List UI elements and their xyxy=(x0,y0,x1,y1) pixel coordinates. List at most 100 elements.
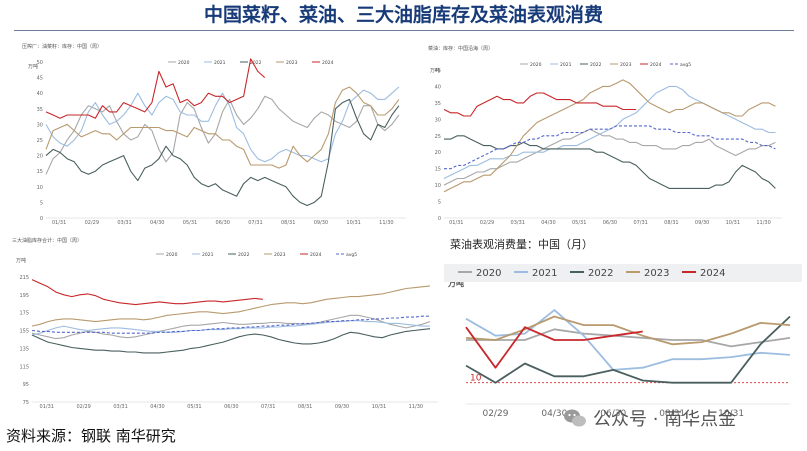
x-tick-label: 03/31 xyxy=(511,220,525,226)
x-tick-label: 08/31 xyxy=(298,404,312,410)
y-tick-label: 35 xyxy=(37,107,43,113)
legend-label-2021: 2021 xyxy=(214,60,226,66)
legend-label-2020: 2020 xyxy=(178,60,190,66)
legend-label-2020: 2020 xyxy=(476,268,501,279)
y-tick-label: 30 xyxy=(435,117,441,123)
x-tick-label: 10/31 xyxy=(718,409,744,418)
watermark: 公众号 · 南华点金 xyxy=(563,405,736,431)
x-tick-label: 03/31 xyxy=(117,220,131,226)
series-line-2023 xyxy=(45,86,400,169)
x-tick-label: 08/31 xyxy=(664,220,678,226)
x-tick-label: 01/31 xyxy=(52,220,66,226)
x-tick-label: 10/31 xyxy=(346,220,360,226)
legend-label-2023: 2023 xyxy=(644,268,669,279)
y-tick-label: 135 xyxy=(19,346,29,352)
legend-label-2020: 2020 xyxy=(166,252,178,258)
y-tick-label: 0 xyxy=(40,216,43,222)
title-divider xyxy=(14,30,794,31)
x-tick-label: 02/29 xyxy=(482,409,508,418)
legend-label-2023: 2023 xyxy=(274,252,286,258)
legend-label-2024: 2024 xyxy=(650,62,662,68)
x-tick-label: 04/30 xyxy=(541,220,555,226)
x-tick-label: 07/31 xyxy=(261,404,275,410)
y-axis-unit: 万吨 xyxy=(28,63,38,70)
series-line-2023 xyxy=(465,315,791,346)
watermark-text: 公众号 · 南华点金 xyxy=(593,409,737,430)
series-line-2021 xyxy=(45,86,400,163)
x-tick-label: 03/31 xyxy=(113,404,127,410)
x-tick-label: 02/29 xyxy=(480,220,494,226)
y-tick-label: 30 xyxy=(37,122,43,128)
chart-title: 菜油：库存：中国沿海（周） xyxy=(428,45,493,52)
x-tick-label: 01/31 xyxy=(40,404,54,410)
y-tick-label: 215 xyxy=(19,275,29,281)
series-line-2020 xyxy=(31,314,431,340)
series-line-2021 xyxy=(31,320,430,336)
y-tick-label: 45 xyxy=(37,76,43,82)
chart-rapeseed-oil-inventory-svg: 菜油：库存：中国沿海（周） 万吨 2020 2021 2022 2023 2024 avg5 0… xyxy=(428,45,782,226)
y-tick-label: 20 xyxy=(435,150,441,156)
chart-rapeseed-inventory: 压榨厂：油菜籽：库存：中国（周） 万吨 2020 2021 2022 2023 2024 0 5… xyxy=(18,40,416,236)
y-tick-label: 175 xyxy=(19,311,29,317)
series-line-2023 xyxy=(31,285,431,327)
x-tick-label: 06/30 xyxy=(603,220,617,226)
x-tick-label: 11/30 xyxy=(379,220,393,226)
y-tick-label: 35 xyxy=(435,101,441,107)
page-title: 中国菜籽、菜油、三大油脂库存及菜油表观消费 xyxy=(203,4,603,26)
chart-title: 菜油表观消费量：中国（月） xyxy=(450,237,593,251)
y-tick-label: 40 xyxy=(435,84,441,90)
series-line-2024 xyxy=(465,326,643,369)
y-axis-unit: 万吨 xyxy=(447,278,464,288)
y-axis-unit: 万吨 xyxy=(430,67,440,74)
series-line-2020 xyxy=(466,328,791,348)
x-tick-label: 10/31 xyxy=(372,404,386,410)
series-line-2022 xyxy=(465,315,791,384)
chart-rapeseed-oil-inventory: 菜油：库存：中国沿海（周） 万吨 2020 2021 2022 2023 2024 avg5 0… xyxy=(424,40,794,236)
x-tick-label: 01/31 xyxy=(449,220,463,226)
y-tick-label: 10 xyxy=(435,183,441,189)
legend-label-2021: 2021 xyxy=(560,62,572,68)
x-tick-label: 02/29 xyxy=(76,404,90,410)
chart-three-oils-inventory-svg: 三大油脂库存合计：中国（周） 万吨 2020 2021 2022 2023 2024 avg5… xyxy=(12,237,438,410)
chart-three-oils-inventory: 三大油脂库存合计：中国（周） 万吨 2020 2021 2022 2023 2024 avg5… xyxy=(8,236,444,414)
wechat-icon xyxy=(564,409,586,427)
series-line-avg5 xyxy=(31,315,430,334)
x-tick-label: 08/31 xyxy=(281,220,295,226)
y-tick-label: 15 xyxy=(435,167,441,173)
y-tick-label: 20 xyxy=(37,154,43,160)
series-line-2023 xyxy=(443,79,776,193)
series-line-2021 xyxy=(443,85,776,179)
x-tick-label: 02/29 xyxy=(85,220,99,226)
x-tick-label: 06/30 xyxy=(600,409,626,418)
series-line-2024 xyxy=(45,58,266,119)
x-tick-label: 11/30 xyxy=(409,404,423,410)
x-tick-label: 04/30 xyxy=(150,404,164,410)
legend-label-2022: 2022 xyxy=(590,62,602,68)
chart-rapeseed-oil-consumption: 菜油表观消费量：中国（月） 万吨 2020 2021 2022 2023 2024 02/29… xyxy=(444,236,802,419)
legend-label-2022: 2022 xyxy=(238,252,250,258)
y-tick-label: 5 xyxy=(438,200,441,206)
x-tick-label: 04/30 xyxy=(541,409,567,418)
legend-label-2024: 2024 xyxy=(322,60,334,66)
legend-background xyxy=(444,264,802,282)
y-tick-label: 155 xyxy=(19,329,29,335)
legend-label-avg5: avg5 xyxy=(680,62,691,68)
x-tick-label: 11/30 xyxy=(756,220,770,226)
x-tick-label: 06/30 xyxy=(216,220,230,226)
x-tick-label: 05/31 xyxy=(187,404,201,410)
legend-label-2022: 2022 xyxy=(588,268,613,279)
y-tick-label: 10 xyxy=(37,185,43,191)
y-tick-label: 50 xyxy=(37,60,43,66)
y-tick-label: 115 xyxy=(19,364,29,370)
legend-label-2023: 2023 xyxy=(620,62,632,68)
y-tick-label: 15 xyxy=(37,169,43,175)
series-line-2022 xyxy=(31,328,431,354)
x-tick-label: 09/30 xyxy=(695,220,709,226)
legend-label-2024: 2024 xyxy=(700,268,725,279)
y-tick-label: 95 xyxy=(23,382,29,388)
series-line-2024 xyxy=(443,92,637,117)
legend-label-2023: 2023 xyxy=(286,60,298,66)
legend-label-2021: 2021 xyxy=(202,252,214,258)
chart-title: 三大油脂库存合计：中国（周） xyxy=(12,237,82,244)
x-tick-label: 10/31 xyxy=(726,220,740,226)
